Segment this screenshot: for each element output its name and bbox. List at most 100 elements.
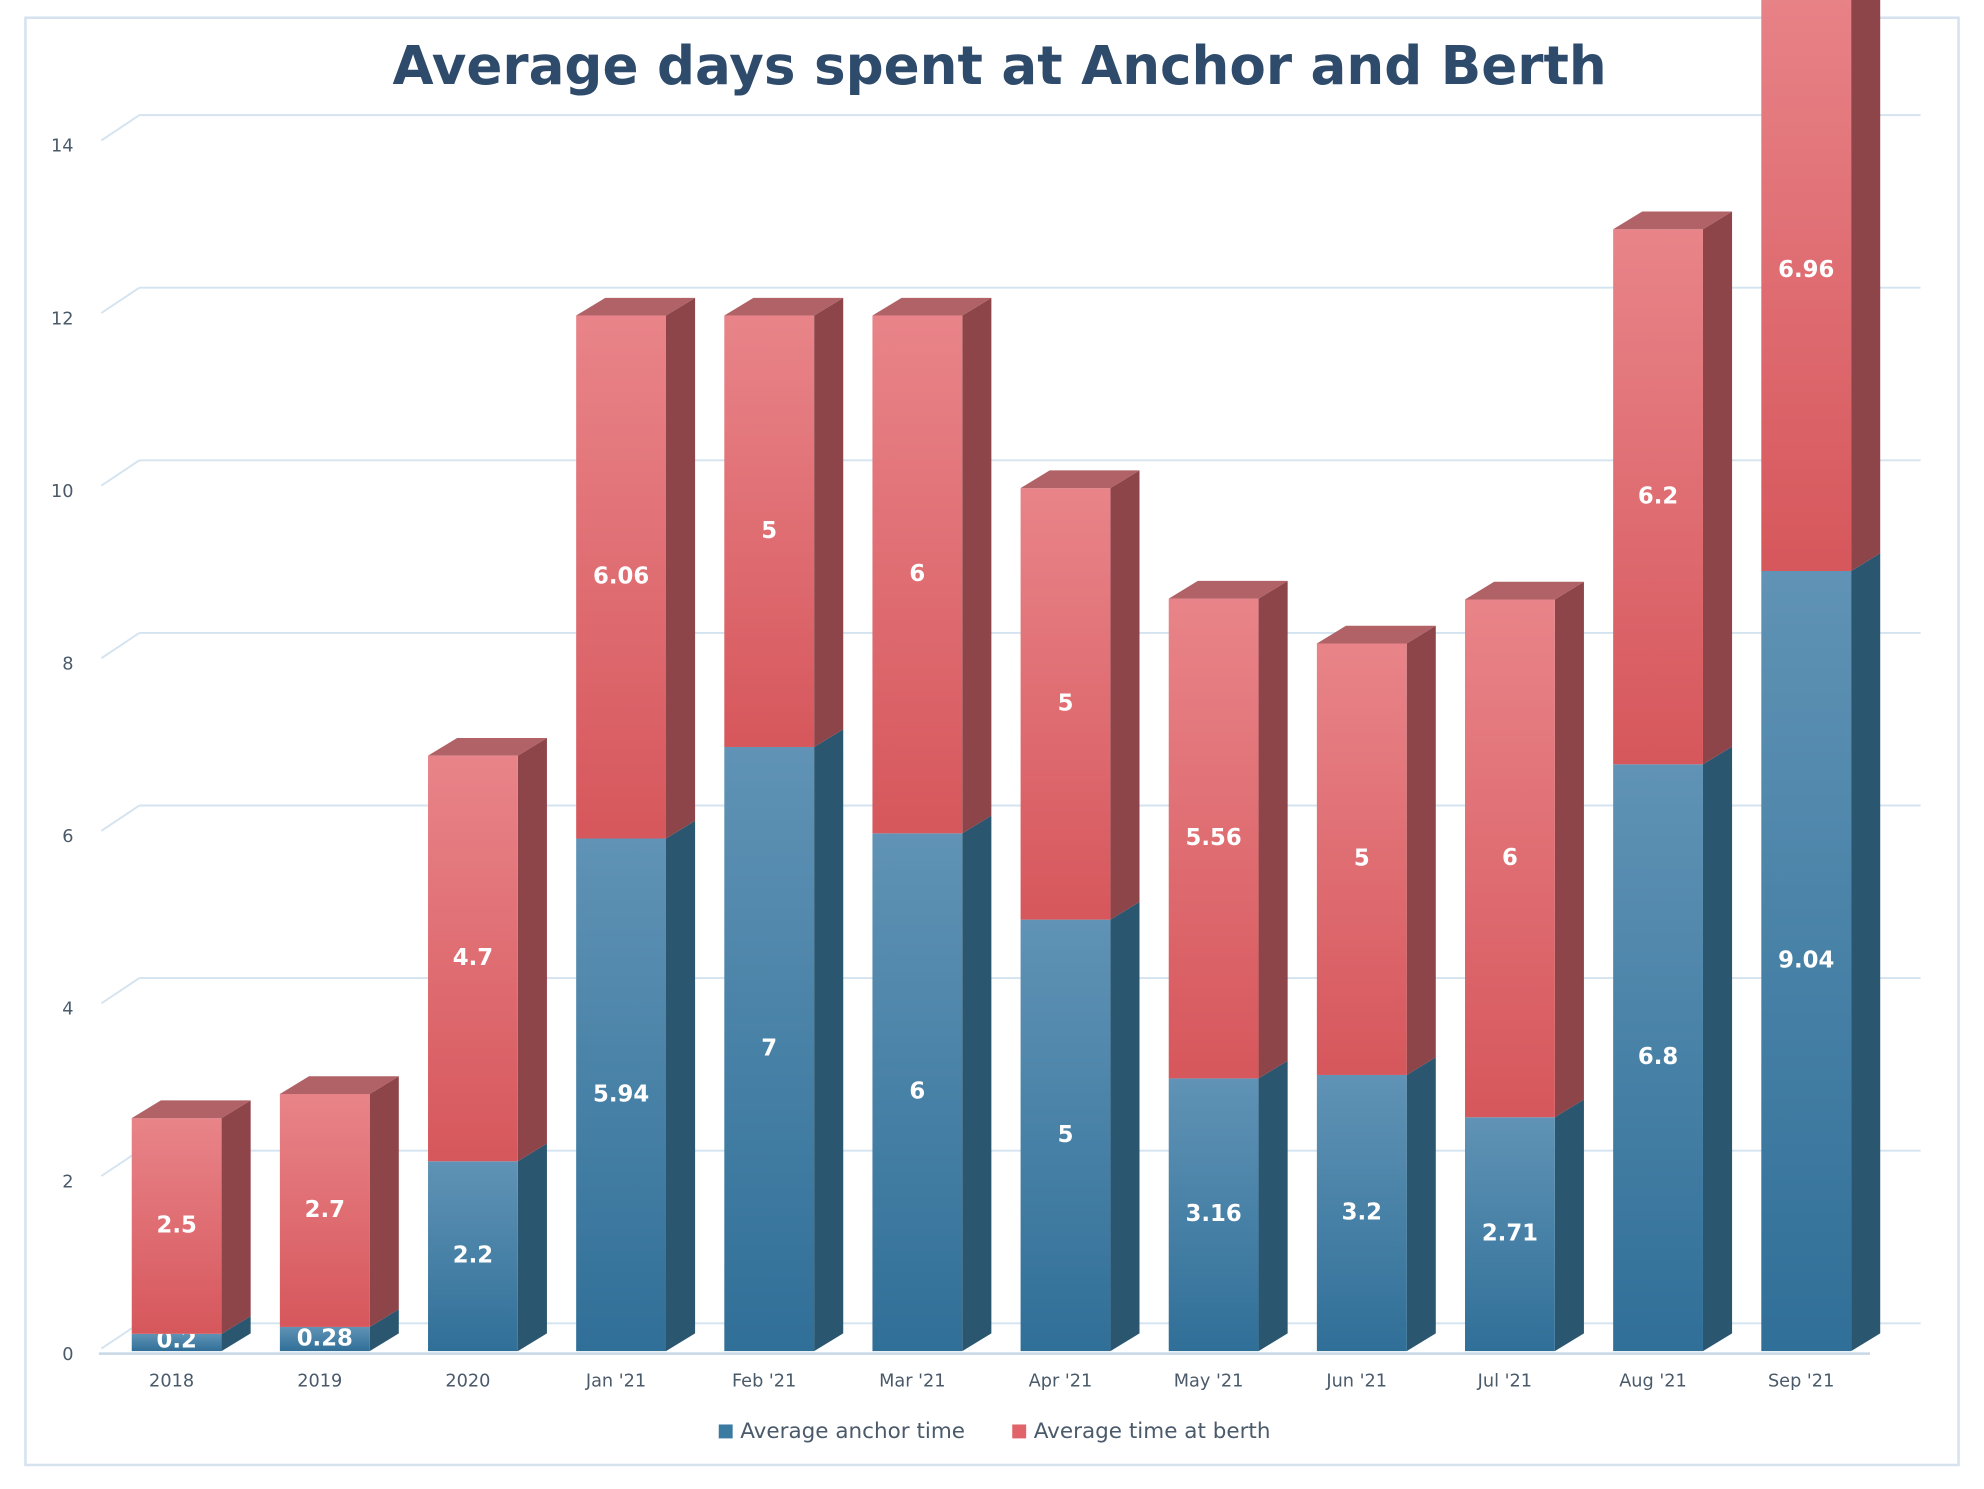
value-label: 2.7: [305, 1197, 345, 1223]
bar-side: [962, 297, 992, 834]
bar: [279, 1326, 370, 1352]
value-label: 6.96: [1778, 257, 1834, 283]
bar: [1761, 0, 1852, 571]
y-tick-label: 10: [51, 482, 74, 502]
bar: [872, 833, 963, 1352]
bar: [576, 838, 666, 1352]
bar-side: [1851, 0, 1881, 571]
value-label: 5.56: [1186, 825, 1242, 851]
bar-top: [428, 737, 547, 756]
bar-side: [665, 820, 696, 1352]
x-tick-label: Sep '21: [1768, 1371, 1834, 1391]
bar: [1613, 764, 1703, 1352]
x-tick-label: Mar '21: [879, 1371, 945, 1391]
y-tick-label: 0: [62, 1345, 73, 1365]
x-tick-label: Feb '21: [732, 1371, 796, 1391]
bar-top: [1316, 625, 1436, 644]
value-label: 5.94: [593, 1081, 649, 1107]
grid-line-depth: [100, 977, 140, 1005]
bar: [1465, 599, 1555, 1118]
bar-side: [1258, 580, 1288, 1079]
bar-top: [872, 297, 992, 316]
x-tick-label: 2018: [149, 1371, 194, 1391]
grid-line-depth: [100, 804, 140, 832]
bar-top: [1613, 211, 1733, 230]
bar-side: [1702, 211, 1733, 765]
value-label: 0.28: [297, 1326, 353, 1352]
y-tick-label: 8: [62, 655, 73, 675]
y-tick-label: 4: [62, 1000, 73, 1020]
y-tick-label: 14: [51, 137, 74, 157]
bar: [1465, 1117, 1555, 1352]
bar-side: [814, 297, 844, 748]
bar-side: [1406, 625, 1436, 1075]
value-label: 7: [761, 1036, 777, 1062]
bar: [428, 1161, 518, 1352]
bar-side: [517, 737, 547, 1162]
y-tick-label: 2: [62, 1172, 73, 1192]
bar: [872, 315, 963, 834]
x-tick-label: Apr '21: [1029, 1371, 1093, 1391]
bar-top: [131, 1100, 251, 1119]
legend-swatch: [718, 1424, 733, 1439]
value-label: 6: [1502, 845, 1518, 871]
bar: [1316, 643, 1407, 1075]
bar-top: [1020, 470, 1140, 489]
bar-side: [1110, 901, 1140, 1352]
bar: [1020, 488, 1111, 920]
bar: [1168, 1078, 1259, 1352]
grid-line-depth: [100, 632, 140, 659]
bar-side: [221, 1316, 251, 1352]
grid-line-depth: [100, 114, 140, 142]
value-label: 2.5: [156, 1212, 196, 1238]
value-label: 5: [1058, 690, 1074, 716]
bar: [576, 315, 666, 839]
y-tick-label: 6: [62, 827, 73, 847]
legend-swatch: [1012, 1424, 1027, 1439]
bar-side: [1554, 581, 1584, 1118]
value-label: 6.06: [593, 564, 649, 590]
x-tick-label: 2019: [297, 1371, 342, 1391]
y-tick-label: 12: [51, 309, 74, 329]
bar-top: [576, 297, 696, 316]
bar-side: [221, 1100, 251, 1334]
value-label: 3.2: [1342, 1200, 1382, 1226]
legend-label: Average anchor time: [740, 1419, 965, 1444]
value-label: 2.71: [1482, 1221, 1538, 1247]
value-label: 9.04: [1778, 948, 1834, 974]
bar: [131, 1333, 222, 1352]
bar-side: [1406, 1057, 1436, 1352]
value-label: 5: [761, 518, 777, 544]
value-label: 2.2: [453, 1243, 493, 1269]
bar-side: [369, 1309, 399, 1352]
value-label: 5: [1354, 846, 1370, 872]
bar-top: [1168, 580, 1288, 599]
bar-top: [279, 1076, 399, 1094]
bar: [131, 1118, 222, 1334]
value-label: 4.7: [453, 945, 493, 971]
legend-label: Average time at berth: [1034, 1419, 1271, 1444]
bar-side: [369, 1076, 399, 1327]
x-tick-label: Aug '21: [1619, 1371, 1687, 1391]
bar-side: [1851, 553, 1881, 1352]
x-tick-label: May '21: [1174, 1371, 1244, 1391]
chart-title: Average days spent at Anchor and Berth: [393, 35, 1607, 97]
x-tick-label: Jan '21: [585, 1371, 646, 1391]
bar: [1761, 570, 1852, 1352]
bar-side: [1702, 746, 1733, 1352]
bar-side: [1554, 1099, 1584, 1352]
bar: [1613, 229, 1703, 765]
bar: [1168, 598, 1259, 1079]
value-label: 6.2: [1638, 483, 1678, 509]
value-label: 6.8: [1638, 1044, 1678, 1070]
value-label: 6: [909, 1079, 925, 1105]
bar: [724, 747, 815, 1352]
grid-line-depth: [100, 286, 140, 314]
bar: [1020, 919, 1111, 1352]
bar: [1316, 1074, 1407, 1352]
bar-side: [665, 297, 696, 839]
bar: [428, 755, 518, 1162]
bar-side: [1110, 470, 1140, 920]
bar-side: [517, 1143, 547, 1352]
